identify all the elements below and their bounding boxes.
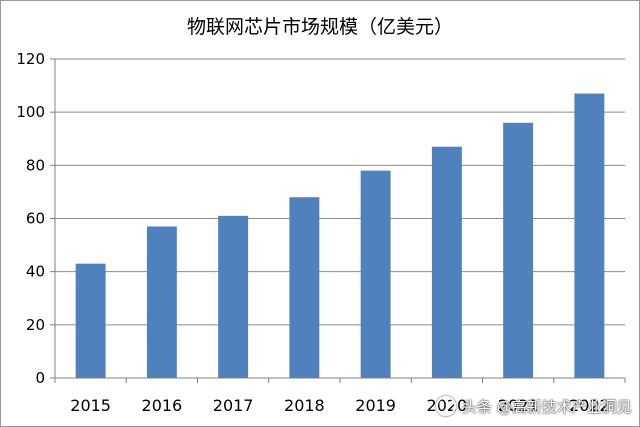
x-tick-label: 2022 — [569, 396, 610, 415]
y-tick-label: 0 — [35, 369, 45, 387]
bar-2015 — [75, 263, 106, 378]
x-tick-label: 2015 — [70, 396, 111, 415]
x-tick-label: 2019 — [355, 396, 396, 415]
bar-2016 — [146, 226, 177, 378]
y-tick-label: 120 — [16, 50, 45, 68]
bar-2019 — [360, 170, 391, 378]
y-tick-label: 60 — [26, 210, 45, 228]
bars — [75, 93, 605, 378]
x-tick-label: 2021 — [498, 396, 539, 415]
x-tick-label: 2016 — [142, 396, 183, 415]
bar-2022 — [574, 93, 605, 378]
y-tick-label: 80 — [26, 156, 45, 174]
x-tick-label: 2017 — [213, 396, 254, 415]
y-tick-labels: 0 20 40 60 80 100 120 — [16, 50, 45, 387]
camera-icon — [436, 396, 456, 416]
watermark: 头条 @高新技术产业洞见 — [436, 392, 632, 420]
bar-2021 — [503, 122, 534, 378]
bar-2018 — [289, 197, 320, 378]
bar-2020 — [431, 146, 462, 378]
y-tick-label: 20 — [26, 316, 45, 334]
watermark-text: 头条 @高新技术产业洞见 — [462, 397, 632, 416]
gridlines — [50, 58, 625, 379]
x-tick-label: 2018 — [284, 396, 325, 415]
chart-title: 物联网芯片市场规模（亿美元） — [187, 16, 453, 38]
y-tick-label: 100 — [16, 103, 45, 121]
y-tick-label: 40 — [26, 263, 45, 281]
bar-2017 — [218, 215, 249, 378]
